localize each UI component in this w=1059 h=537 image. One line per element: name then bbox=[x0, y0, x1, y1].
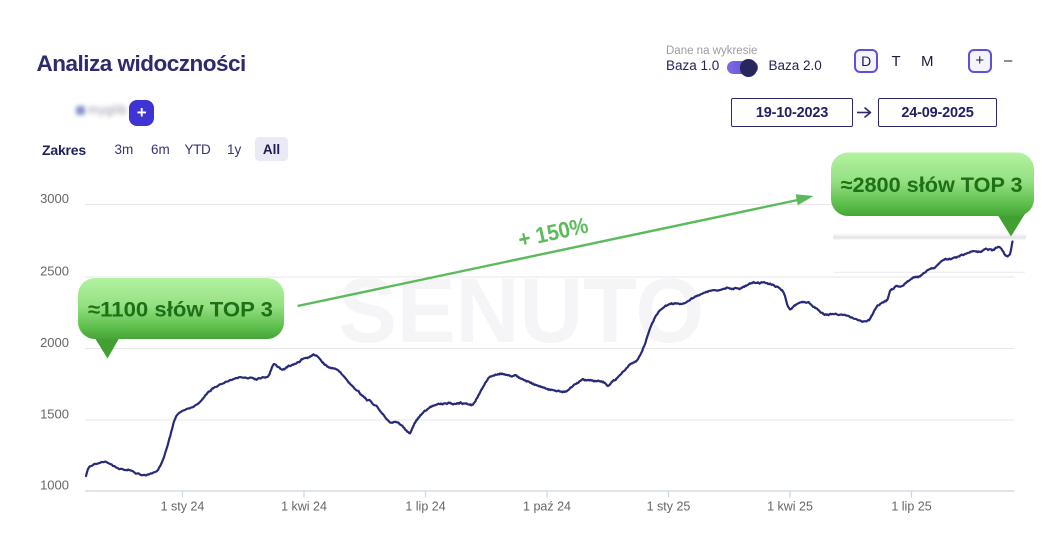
svg-text:≈1100 słów TOP 3: ≈1100 słów TOP 3 bbox=[88, 299, 273, 322]
svg-text:1500: 1500 bbox=[40, 407, 69, 422]
svg-text:2000: 2000 bbox=[40, 335, 69, 350]
svg-text:1 kwi 25: 1 kwi 25 bbox=[767, 500, 813, 514]
svg-text:1 paź 24: 1 paź 24 bbox=[523, 500, 571, 514]
svg-text:1000: 1000 bbox=[40, 478, 69, 493]
svg-text:1 lip 24: 1 lip 24 bbox=[405, 500, 445, 514]
svg-text:1 lip 25: 1 lip 25 bbox=[891, 500, 931, 514]
svg-text:≈2800 słów TOP 3: ≈2800 słów TOP 3 bbox=[841, 174, 1023, 197]
svg-text:2500: 2500 bbox=[40, 264, 69, 279]
svg-text:1 sty 24: 1 sty 24 bbox=[161, 500, 205, 514]
svg-text:SENUTO: SENUTO bbox=[338, 260, 704, 362]
svg-text:1 kwi 24: 1 kwi 24 bbox=[281, 500, 327, 514]
svg-text:1 sty 25: 1 sty 25 bbox=[647, 500, 691, 514]
svg-text:3000: 3000 bbox=[40, 191, 69, 206]
